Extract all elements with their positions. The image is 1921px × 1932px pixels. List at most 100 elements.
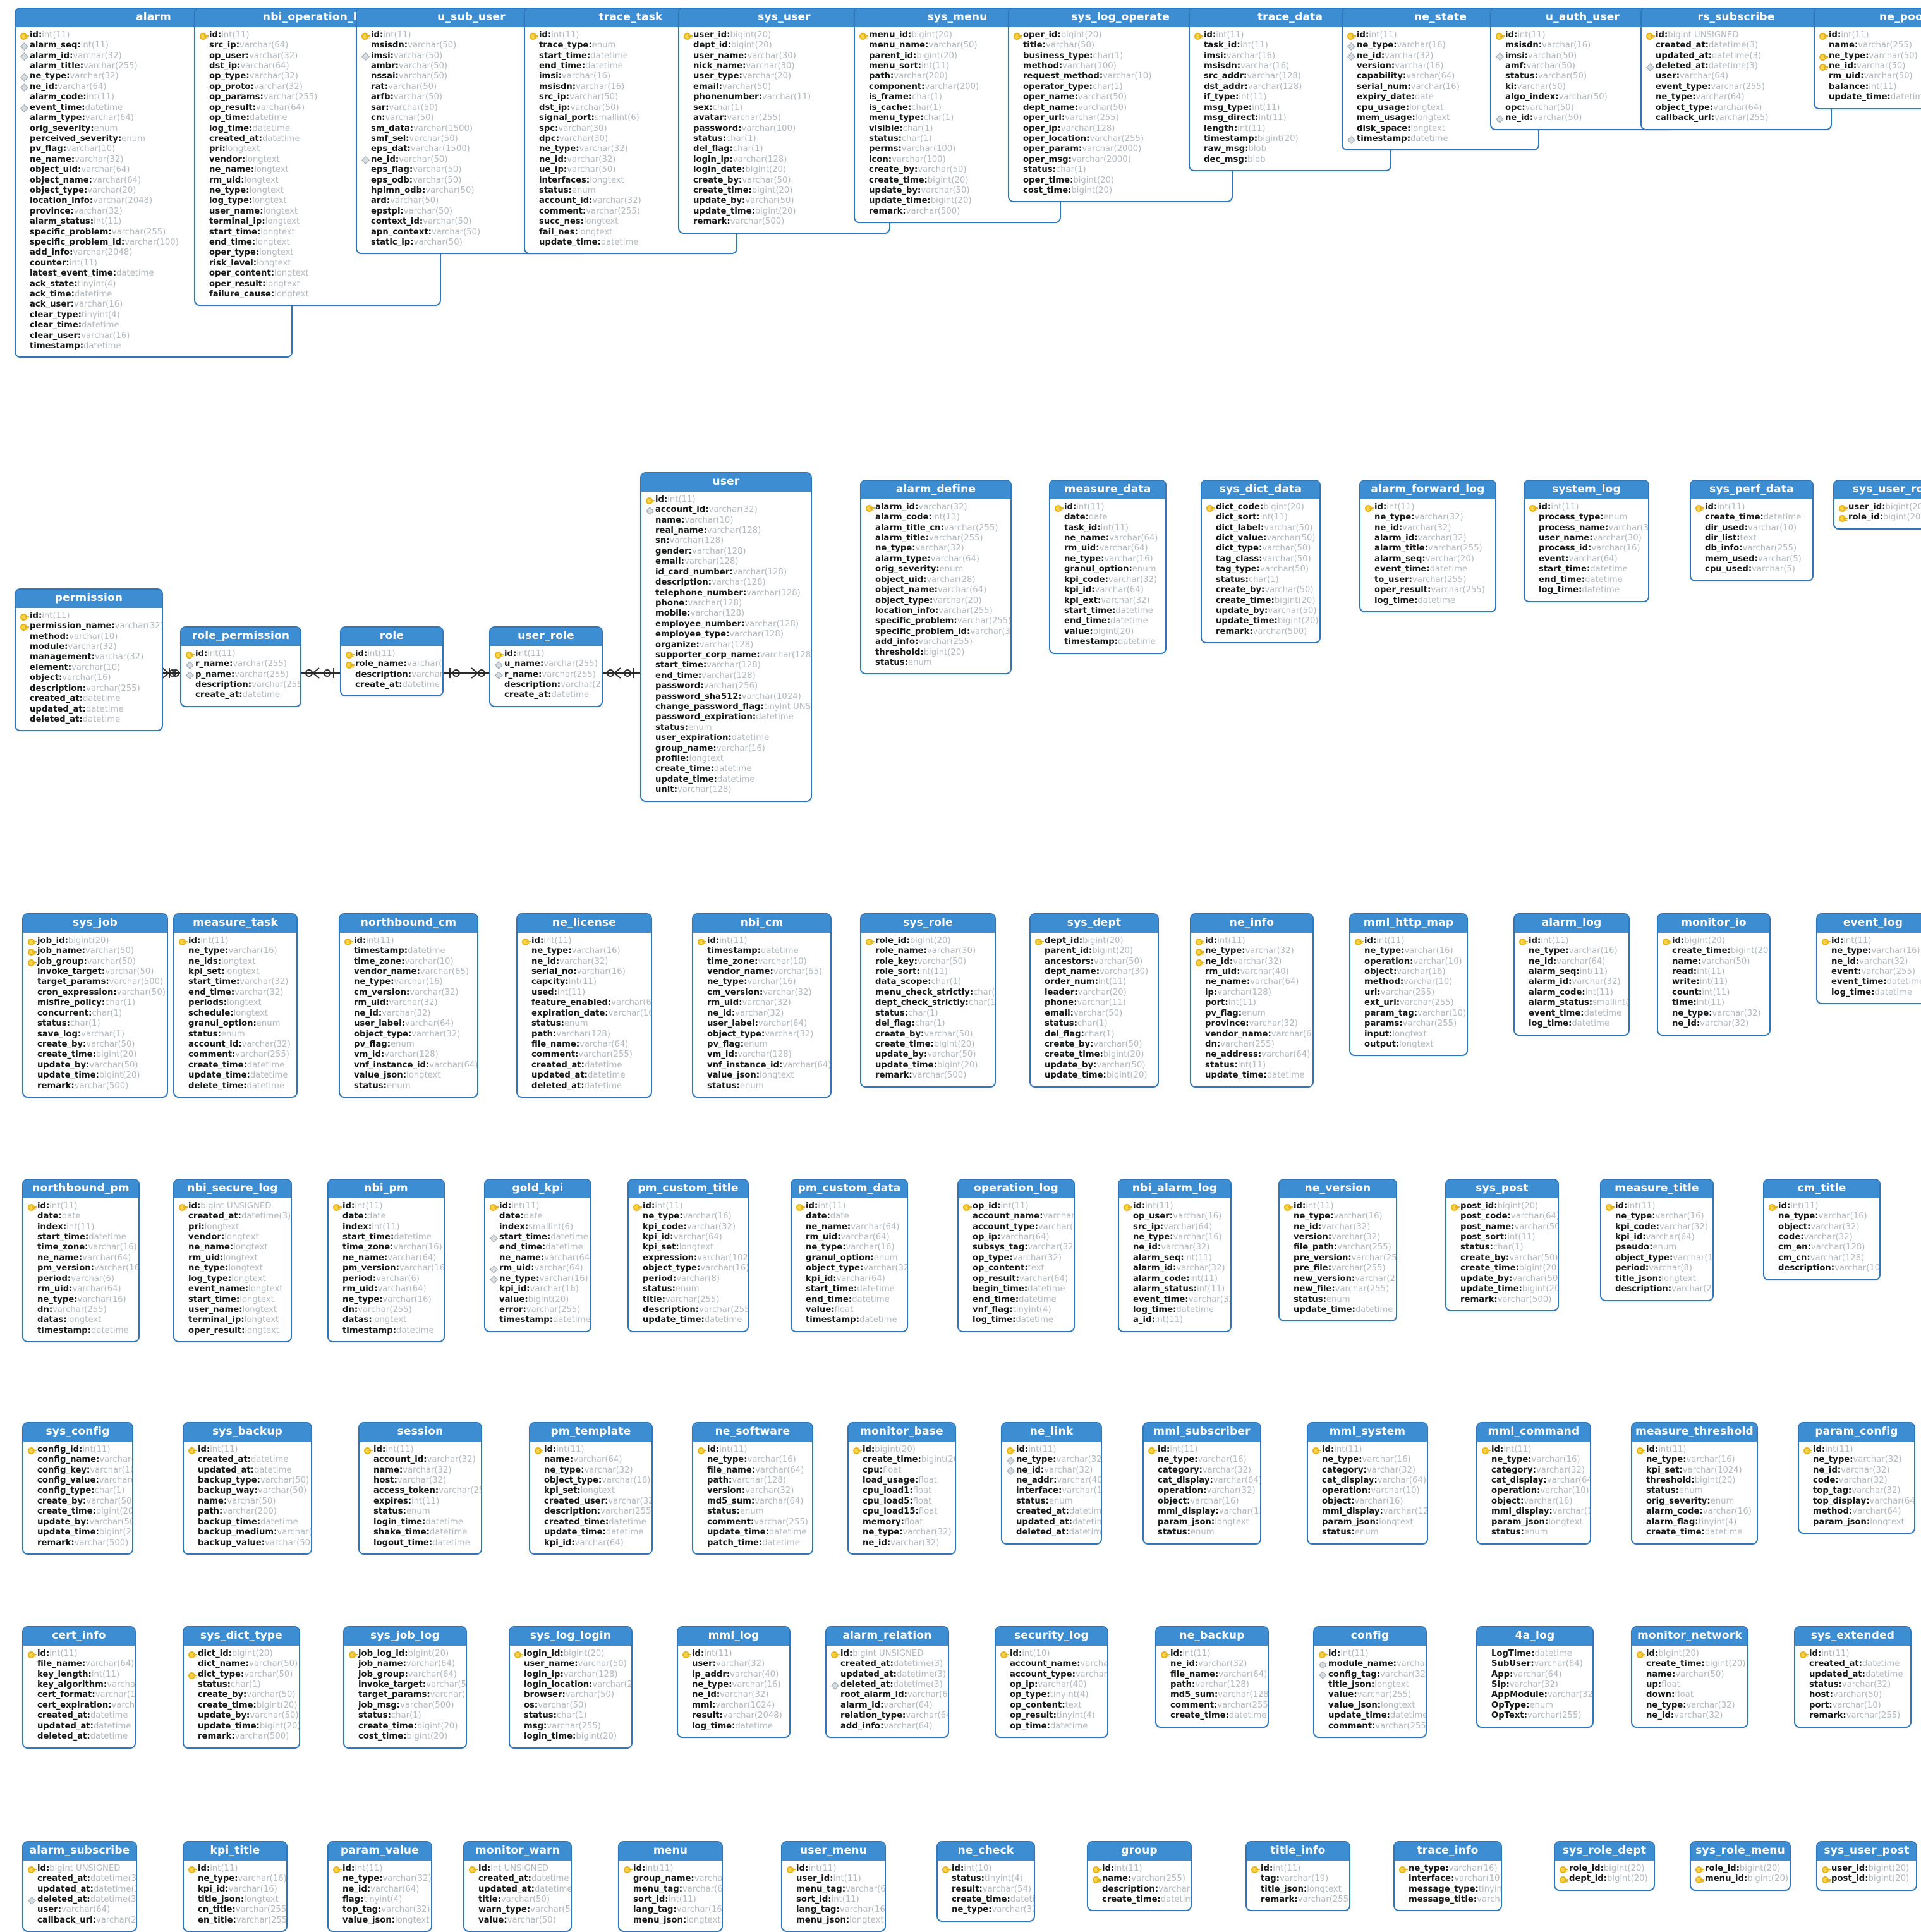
table-mml_system[interactable]: mml_system id: int(11) ne_type: varchar(16… — [1307, 1422, 1428, 1545]
table-event_log[interactable]: event_log id: int(11) ne_type: varchar(16)… — [1816, 913, 1921, 1005]
table-monitor_warn[interactable]: monitor_warn id: int UNSIGNED created_at: … — [463, 1841, 572, 1932]
table-nbi_secure_log[interactable]: nbi_secure_log id: bigint UNSIGNED created… — [173, 1179, 292, 1343]
table-sys_post[interactable]: sys_post post_id: bigint(20) post_code: va… — [1445, 1179, 1559, 1311]
column-name: tag_type — [1216, 564, 1257, 574]
table-sys_dict_data[interactable]: sys_dict_data dict_code: bigint(20) dict_s… — [1201, 480, 1321, 644]
table-column: start_time: datetime — [26, 1232, 135, 1242]
blank-icon — [1354, 1019, 1364, 1029]
table-sys_job_log[interactable]: sys_job_log job_log_id: bigint(20) job_nam… — [343, 1626, 467, 1749]
table-trace_info[interactable]: trace_info ne_type: varchar(16) interface:… — [1393, 1841, 1502, 1912]
table-sys_config[interactable]: sys_config config_id: int(11) config_name:… — [22, 1422, 133, 1555]
table-alarm_subscribe[interactable]: alarm_subscribe id: bigint UNSIGNED create… — [22, 1841, 137, 1932]
table-column: ne_type: varchar(16) — [1146, 1455, 1256, 1465]
table-ne_check[interactable]: ne_check id: int(10) status: tinyint(4) res… — [936, 1841, 1035, 1922]
table-param_config[interactable]: param_config id: int(11) ne_type: varchar(… — [1798, 1422, 1915, 1534]
table-mml_log[interactable]: mml_log id: int(11) user: varchar(32) ip_ad… — [677, 1626, 791, 1739]
table-title: mml_http_map — [1350, 914, 1467, 933]
table-sys_user_role[interactable]: sys_user_roleuser_id: bigint(20)role_id:… — [1833, 480, 1921, 530]
table-nbi_pm[interactable]: nbi_pm id: int(11) date: date index: int(11… — [327, 1179, 445, 1343]
table-ne_backup[interactable]: ne_backup id: int(11) ne_id: varchar(32) fi… — [1155, 1626, 1269, 1728]
table-column: description: varchar(255) — [631, 1305, 748, 1315]
table-ne_pool[interactable]: ne_poolid: int(11)name: varchar(255)ne_t… — [1814, 8, 1921, 109]
table-alarm_log[interactable]: alarm_log id: int(11) ne_type: varchar(16)… — [1513, 913, 1630, 1036]
table-mml_http_map[interactable]: mml_http_map id: int(11) ne_type: varchar(… — [1349, 913, 1468, 1057]
table-measure_task[interactable]: measure_task id: int(11) ne_type: varchar(… — [173, 913, 298, 1098]
blank-icon — [865, 1060, 875, 1071]
column-separator: : — [940, 523, 944, 533]
table-role_permission[interactable]: role_permission id: int(11) r_name: varcha… — [180, 626, 301, 707]
table-cert_info[interactable]: cert_info id: int(11) file_name: varchar(6… — [22, 1626, 136, 1749]
blank-icon — [27, 1305, 37, 1315]
table-monitor_network[interactable]: monitor_network id: bigint(20) create_time… — [1631, 1626, 1748, 1728]
table-sys_extended[interactable]: sys_extended id: int(11) created_at: datet… — [1794, 1626, 1912, 1728]
column-separator: : — [1399, 1019, 1403, 1029]
table-ne_link[interactable]: ne_link id: int(11) ne_type: varchar(32) ne… — [1001, 1422, 1102, 1545]
column-type: bigint(20) — [751, 185, 793, 195]
table-northbound_pm[interactable]: northbound_pm id: int(11) date: date index:… — [22, 1179, 140, 1343]
column-separator: : — [238, 1212, 241, 1222]
table-permission[interactable]: permission id: int(11) permission_name: va… — [15, 588, 163, 732]
table-kpi_title[interactable]: kpi_title id: int(11) ne_type: varchar(16)… — [183, 1841, 288, 1932]
table-measure_threshold[interactable]: measure_threshold id: int(11) ne_type: var… — [1631, 1422, 1758, 1545]
table-alarm_relation[interactable]: alarm_relation id: bigint UNSIGNED created… — [825, 1626, 949, 1739]
table-nbi_alarm_log[interactable]: nbi_alarm_log id: int(11) op_user: varchar… — [1118, 1179, 1232, 1332]
table-rs_subscribe[interactable]: rs_subscribe id: bigint UNSIGNED created_a… — [1640, 8, 1832, 130]
table-sys_job[interactable]: sys_job job_id: bigint(20) job_name: varch… — [22, 913, 168, 1098]
table-measure_title[interactable]: measure_title id: int(11) ne_type: varchar… — [1600, 1179, 1714, 1301]
table-sys_perf_data[interactable]: sys_perf_data id: int(11) create_time: dat… — [1690, 480, 1814, 581]
table-pm_template[interactable]: pm_template id: int(11) name: varchar(64) n… — [529, 1422, 653, 1555]
table-monitor_base[interactable]: monitor_base id: bigint(20) create_time: b… — [847, 1422, 956, 1555]
table-sys_role_dept[interactable]: sys_role_dept role_id: bigint(20) dept_id:… — [1554, 1841, 1655, 1891]
column-separator: : — [79, 714, 83, 724]
table-mml_command[interactable]: mml_command id: int(11) ne_type: varchar(1… — [1476, 1422, 1591, 1545]
table-user[interactable]: user id: int(11) account_id: varchar(32) na… — [640, 472, 812, 802]
table-ne_version[interactable]: ne_version id: int(11) ne_type: varchar(16… — [1278, 1179, 1397, 1322]
table-security_log[interactable]: security_log id: int(10) account_name: var… — [995, 1626, 1108, 1739]
table-user_role[interactable]: user_role id: int(11) u_name: varchar(255)… — [489, 626, 603, 707]
table-sys_dept[interactable]: sys_dept dept_id: bigint(20) parent_id: bi… — [1029, 913, 1159, 1088]
table-ne_software[interactable]: ne_software id: int(11) ne_type: varchar(1… — [692, 1422, 813, 1555]
column-separator: : — [255, 248, 260, 258]
table-nbi_cm[interactable]: nbi_cm id: int(11) timestamp: datetime time… — [692, 913, 832, 1098]
table-gold_kpi[interactable]: gold_kpi id: int(11) date: date index: smal… — [484, 1179, 591, 1332]
table-4a_log[interactable]: 4a_log LogTime: datetime SubUser: varchar(… — [1476, 1626, 1594, 1728]
table-alarm_define[interactable]: alarm_define alarm_id: varchar(32) alarm_c… — [860, 480, 1012, 675]
column-separator: : — [1526, 1700, 1530, 1710]
table-sys_backup[interactable]: sys_backup id: int(11) created_at: datetim… — [183, 1422, 312, 1555]
table-ne_info[interactable]: ne_info id: int(11) ne_type: varchar(32) ne… — [1190, 913, 1314, 1088]
table-title_info[interactable]: title_info id: int(11) tag: varchar(19) tit… — [1245, 1841, 1350, 1912]
column-name: ancestors — [1045, 956, 1091, 966]
table-sys_log_login[interactable]: sys_log_login login_id: bigint(20) user_na… — [509, 1626, 633, 1749]
table-monitor_io[interactable]: monitor_io id: bigint(20) create_time: big… — [1657, 913, 1771, 1036]
blank-icon — [830, 1711, 840, 1721]
table-sys_user_post[interactable]: sys_user_post user_id: bigint(20) post_id:… — [1816, 1841, 1917, 1891]
column-type: varchar(255) — [1217, 1700, 1269, 1710]
table-column: ack_time: datetime — [18, 289, 288, 300]
table-sys_role[interactable]: sys_role role_id: bigint(20) role_name: va… — [860, 913, 996, 1088]
table-pm_custom_title[interactable]: pm_custom_title id: int(11) ne_type: varch… — [627, 1179, 749, 1332]
table-measure_data[interactable]: measure_data id: int(11) date: date task_id… — [1049, 480, 1167, 654]
column-type: varchar(64) — [782, 1060, 832, 1070]
column-name: status — [1505, 71, 1535, 82]
table-mml_subscriber[interactable]: mml_subscriber id: int(11) ne_type: varcha… — [1142, 1422, 1261, 1545]
table-sys_dict_type[interactable]: sys_dict_type dict_id: bigint(20) dict_nam… — [183, 1626, 300, 1749]
table-cm_title[interactable]: cm_title id: int(11) ne_type: varchar(16) o… — [1763, 1179, 1881, 1280]
table-param_value[interactable]: param_value id: int(11) ne_type: varchar(3… — [327, 1841, 432, 1932]
table-session[interactable]: session id: int(11) account_id: varchar(32… — [358, 1422, 482, 1555]
table-alarm_forward_log[interactable]: alarm_forward_log id: int(11) ne_type: var… — [1359, 480, 1496, 612]
table-northbound_cm[interactable]: northbound_cm id: int(11) timestamp: datet… — [339, 913, 478, 1098]
table-pm_custom_data[interactable]: pm_custom_data id: int(11) date: date ne_na… — [791, 1179, 908, 1332]
table-system_log[interactable]: system_log id: int(11) process_type: enum p… — [1524, 480, 1649, 602]
table-operation_log[interactable]: operation_log op_id: int(11) account_name:… — [957, 1179, 1075, 1332]
table-sys_role_menu[interactable]: sys_role_menu role_id: bigint(20) menu_id:… — [1690, 1841, 1791, 1891]
table-group[interactable]: group id: int(11) name: varchar(255) descri… — [1087, 1841, 1192, 1912]
column-name: start_time — [499, 1232, 547, 1242]
column-type: int(11) — [1228, 998, 1256, 1008]
table-column: update_time: bigint(20) — [1033, 1071, 1154, 1081]
table-ne_license[interactable]: ne_license id: int(11) ne_type: varchar(16… — [516, 913, 652, 1098]
column-name: id — [37, 1201, 46, 1211]
table-user_menu[interactable]: user_menu id: int(11) user_id: int(11) menu… — [781, 1841, 886, 1932]
